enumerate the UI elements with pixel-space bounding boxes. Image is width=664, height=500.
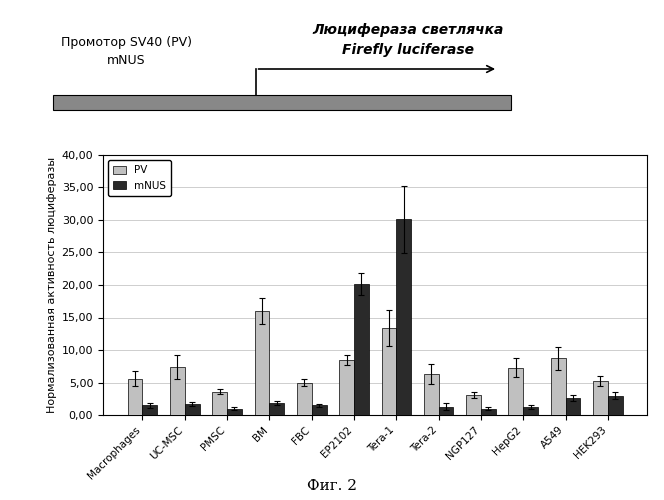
Bar [212, 392, 227, 415]
Bar [439, 406, 454, 415]
Bar [254, 311, 270, 415]
Bar [509, 368, 523, 415]
Bar [127, 378, 143, 415]
Text: Фиг. 2: Фиг. 2 [307, 479, 357, 493]
Y-axis label: Нормализованная активность люциферазы: Нормализованная активность люциферазы [47, 157, 57, 413]
Bar [170, 367, 185, 415]
Bar [550, 358, 566, 415]
Text: Firefly luciferase: Firefly luciferase [343, 43, 474, 57]
Bar [339, 360, 354, 415]
Bar [270, 402, 284, 415]
Text: Люцифераза светлячка: Люцифераза светлячка [313, 23, 504, 37]
Bar [481, 408, 496, 415]
Bar [396, 220, 411, 415]
Bar [566, 398, 580, 415]
Bar [297, 382, 311, 415]
Bar [185, 404, 200, 415]
Bar [523, 406, 538, 415]
Bar [593, 381, 608, 415]
Bar [424, 374, 439, 415]
Bar [466, 395, 481, 415]
Bar [143, 405, 157, 415]
Bar [608, 396, 623, 415]
Text: Промотор SV40 (PV): Промотор SV40 (PV) [60, 36, 192, 49]
Legend: PV, mNUS: PV, mNUS [108, 160, 171, 196]
Bar [382, 328, 396, 415]
Text: mNUS: mNUS [107, 54, 145, 68]
Bar [311, 405, 327, 415]
Bar [354, 284, 369, 415]
Bar [227, 408, 242, 415]
